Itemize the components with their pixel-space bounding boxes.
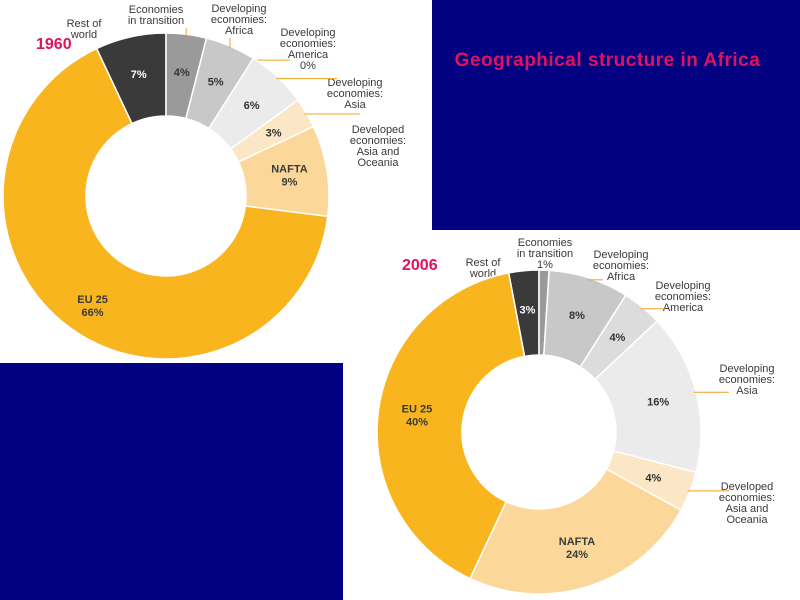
category-label-5: Developed economies: Asia and Oceania	[719, 481, 775, 526]
category-label-1: Economies in transition 1%	[517, 237, 573, 271]
slice-nafta	[469, 468, 682, 595]
slice-value-2: 8%	[569, 310, 585, 322]
slice-value-0: 7%	[131, 69, 147, 81]
slice-value-4: 16%	[647, 396, 669, 408]
slide-title: Geographical structure in Africa	[454, 50, 761, 71]
slice-value-3: 4%	[609, 332, 625, 344]
slice-label-7: EU 25 66%	[77, 294, 108, 319]
chart-1960-year-label: 1960	[36, 36, 72, 53]
category-label-3: Developing economies: America 0%	[280, 27, 336, 72]
slice-value-4: 6%	[244, 100, 260, 112]
category-label-5: Developed economies: Asia and Oceania	[350, 124, 406, 169]
slice-label-6: NAFTA 9%	[271, 163, 308, 188]
category-label-1: Economies in transition	[128, 4, 184, 27]
category-label-4: Developing economies: Asia	[327, 77, 383, 111]
slice-value-1: 4%	[174, 67, 190, 79]
category-label-0: Rest of world	[67, 18, 103, 41]
slice-eu-25	[2, 47, 329, 360]
category-label-4: Developing economies: Asia	[719, 363, 775, 397]
slice-eu-25	[376, 271, 526, 580]
chart-2006-year-label: 2006	[402, 257, 438, 274]
background-panel-bottom-left	[0, 363, 343, 600]
background-panel-top-right	[432, 0, 800, 230]
category-label-3: Developing economies: America	[655, 280, 711, 314]
slice-label-6: NAFTA 24%	[559, 536, 596, 561]
slice-value-5: 3%	[266, 127, 282, 139]
category-label-2: Developing economies: Africa	[211, 3, 267, 37]
slice-value-5: 4%	[645, 472, 661, 484]
slice-developing-economies-asia	[594, 320, 702, 474]
slice-value-0: 3%	[519, 305, 535, 317]
slice-value-2: 5%	[208, 76, 224, 88]
category-label-2: Developing economies: Africa	[593, 249, 649, 283]
donut-chart-1960: 7% Rest of world 4% Economies in transition 5%…	[2, 3, 406, 360]
slice-label-7: EU 25 40%	[402, 404, 433, 429]
